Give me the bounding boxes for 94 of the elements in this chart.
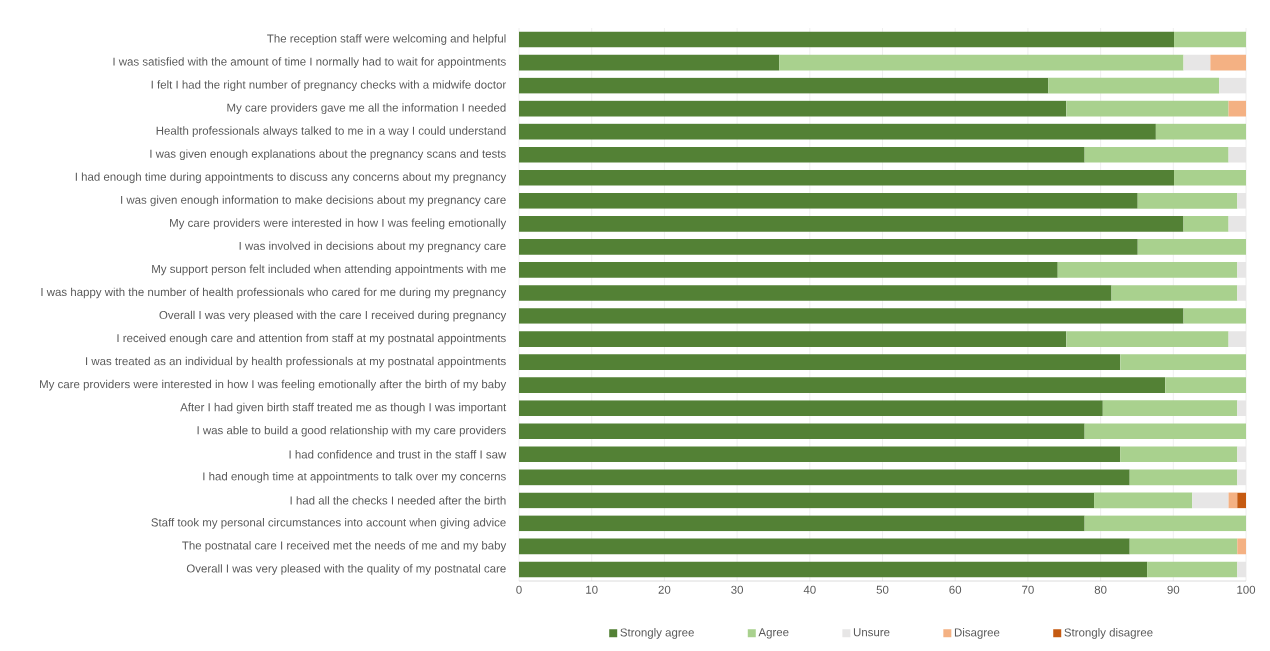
bar — [1102, 400, 1238, 417]
bar — [519, 285, 1112, 301]
y-tick-label: I was given enough information to make decisions about my pregnancy care — [121, 195, 506, 207]
y-tick-label: I felt I had the right number of pregnancy checks with a midwife doctor — [151, 80, 507, 91]
bar — [519, 423, 1085, 440]
y-tick-label: I was given enough explanations about the pregnancy scans and tests — [150, 149, 506, 161]
bar — [519, 469, 1130, 486]
bar — [1111, 285, 1238, 301]
y-tick-label: Overall I was very pleased with the quality of my postnatal care — [186, 564, 506, 575]
bar — [1228, 100, 1247, 117]
bar — [1237, 492, 1247, 509]
bar — [1183, 216, 1229, 232]
bar — [1165, 377, 1247, 393]
bar — [519, 192, 1138, 209]
y-tick-label: I received enough care and attention from staff at my postnatal appointments — [117, 333, 506, 345]
bar — [1066, 331, 1229, 347]
bar — [1129, 538, 1238, 555]
x-tick-label: 20 — [658, 585, 671, 594]
y-tick-label: I had enough time during appointments to discuss any concerns about my pregnancy — [75, 172, 507, 184]
bar — [1084, 515, 1247, 532]
bar — [1174, 169, 1247, 186]
bar — [1137, 239, 1247, 255]
x-tick-label: 30 — [731, 585, 744, 594]
bar — [1210, 54, 1247, 71]
bar — [519, 123, 1156, 140]
bar — [519, 400, 1103, 417]
bar — [1120, 354, 1247, 370]
bar — [519, 100, 1067, 117]
legend-label: Disagree — [954, 628, 1000, 639]
bar — [1084, 146, 1229, 163]
y-tick-label: I had enough time at appointments to talk over my concerns — [203, 471, 506, 483]
bar — [519, 354, 1121, 370]
y-tick-label: The reception staff were welcoming and helpful — [267, 34, 506, 45]
bar — [519, 31, 1175, 48]
y-tick-label: I had confidence and trust in the staff I saw — [289, 450, 507, 459]
bar — [1048, 77, 1220, 94]
y-tick-label: My care providers gave me all the information I needed — [227, 103, 506, 114]
bar — [519, 538, 1130, 555]
legend-label: Strongly disagree — [1064, 628, 1153, 639]
bar — [1137, 192, 1238, 209]
x-tick-label: 0 — [516, 585, 522, 594]
legend-label: Unsure — [853, 628, 890, 637]
bar — [519, 377, 1166, 393]
y-tick-label: After I had given birth staff treated me as though I was important — [180, 402, 507, 414]
bar — [519, 239, 1138, 255]
bar — [519, 146, 1085, 163]
x-tick-label: 80 — [1094, 585, 1107, 594]
bar — [519, 169, 1175, 186]
bar — [519, 216, 1184, 232]
bar — [1183, 308, 1247, 324]
bar — [519, 515, 1085, 532]
y-tick-label: Staff took my personal circumstances into account when giving advice — [151, 518, 506, 529]
y-tick-label: Health professionals always talked to me in a way I could understand — [156, 126, 506, 138]
y-tick-label: My care providers were interested in how I was feeling emotionally — [170, 218, 507, 230]
bar — [519, 308, 1184, 324]
bar — [1174, 31, 1247, 48]
y-tick-label: My care providers were interested in how I was feeling emotionally after the birth of my baby — [40, 379, 507, 391]
y-tick-label: I was treated as an individual by health professionals at my postnatal appointments — [86, 356, 506, 368]
bar — [519, 492, 1095, 509]
bar — [1057, 262, 1238, 278]
legend-label: Agree — [758, 628, 789, 639]
bar — [779, 54, 1184, 71]
bar — [1237, 538, 1247, 555]
y-tick-label: My support person felt included when attending appointments with me — [152, 264, 506, 276]
bar — [1155, 123, 1247, 140]
bar — [519, 331, 1067, 347]
bar — [1192, 492, 1229, 509]
bar — [519, 262, 1058, 278]
y-tick-label: I was satisfied with the amount of time I normally had to wait for appointments — [113, 57, 506, 68]
y-tick-label: I was able to build a good relationship with my care providers — [197, 425, 506, 437]
x-tick-label: 70 — [1022, 585, 1034, 594]
y-tick-label: The postnatal care I received met the needs of me and my baby — [182, 541, 507, 552]
bar — [1120, 446, 1238, 463]
x-tick-label: 100 — [1237, 585, 1256, 594]
bar — [1066, 100, 1229, 117]
x-tick-label: 10 — [586, 585, 598, 594]
x-tick-label: 40 — [803, 585, 816, 594]
bar — [1094, 492, 1193, 509]
y-tick-label: Overall I was very pleased with the care I received during pregnancy — [159, 310, 507, 322]
y-tick-label: I had all the checks I needed after the birth — [290, 496, 506, 505]
bar — [519, 77, 1049, 94]
bar — [519, 446, 1121, 463]
x-tick-label: 60 — [949, 585, 962, 594]
x-tick-label: 50 — [876, 585, 889, 594]
y-tick-label: I was happy with the number of health professionals who cared for me during my pregnancy — [41, 287, 507, 299]
bar — [1183, 54, 1211, 71]
x-tick-label: 90 — [1167, 585, 1180, 594]
bar — [1147, 561, 1238, 578]
y-tick-label: I was involved in decisions about my pregnancy care — [239, 241, 506, 253]
bar — [519, 54, 780, 71]
bar — [1084, 423, 1247, 440]
bar — [519, 561, 1148, 578]
bar — [1129, 469, 1238, 486]
legend-label: Strongly agree — [620, 628, 694, 639]
